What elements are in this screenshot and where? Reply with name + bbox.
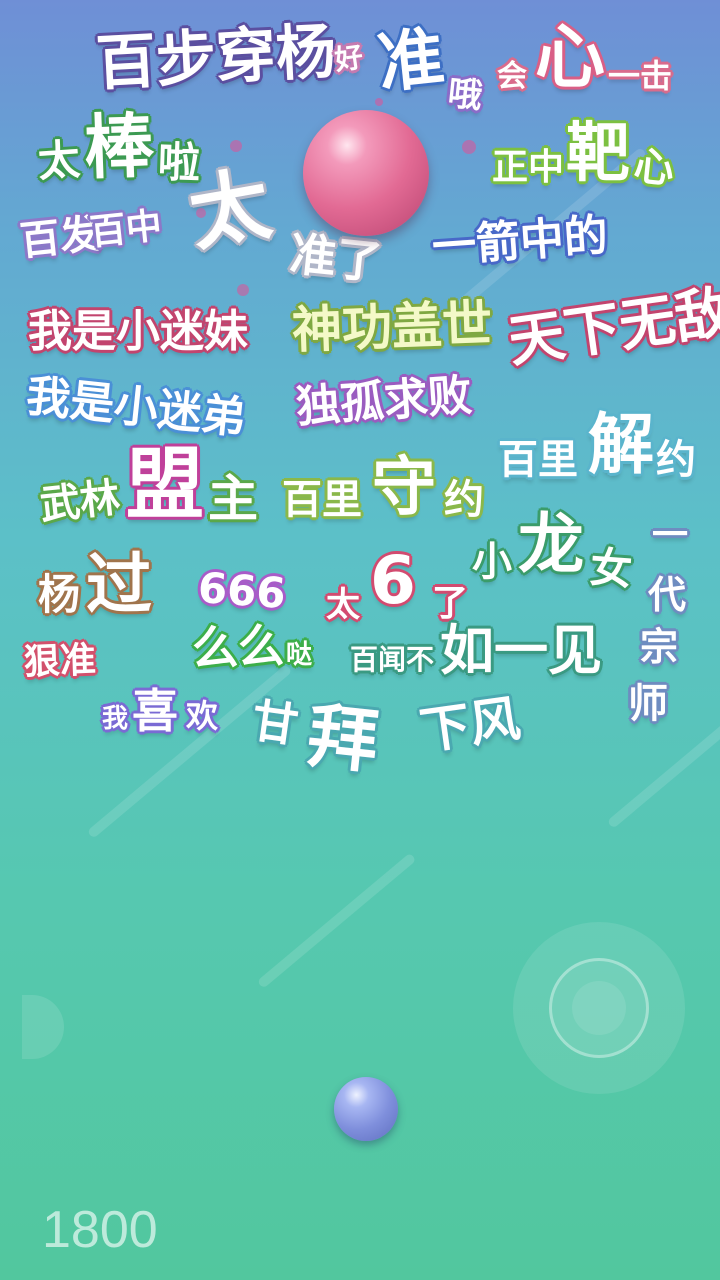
floating-word: 独孤求败 — [294, 369, 474, 434]
floating-word: 代 — [648, 573, 687, 617]
floating-word: 666 — [196, 563, 288, 618]
shooter-ball[interactable] — [334, 1077, 398, 1141]
floating-word: 武林 — [37, 474, 123, 530]
target-ball — [303, 110, 429, 236]
floating-word: 解 — [588, 406, 654, 483]
floating-word: 正中 — [492, 147, 565, 188]
floating-word: 么么 — [191, 618, 285, 676]
floating-word: 我 — [102, 704, 129, 734]
floating-word: 我是小迷妹 — [28, 306, 248, 357]
sparkle-dot — [196, 208, 206, 218]
sparkle-dot — [375, 98, 383, 106]
floating-word: 龙 — [518, 506, 584, 583]
floating-word: 百里 — [498, 437, 578, 483]
floating-word: 心 — [631, 143, 677, 193]
joystick-knob[interactable] — [572, 981, 626, 1035]
floating-word: 准 — [374, 18, 448, 103]
floating-word: 一 — [652, 515, 689, 556]
floating-word: 守 — [372, 451, 436, 525]
floating-word: 百里 — [282, 477, 362, 523]
floating-word: 约 — [444, 477, 484, 523]
floating-word: 如一见 — [440, 619, 602, 682]
floating-word: 杨 — [38, 570, 81, 619]
floating-word: 喜 — [132, 684, 178, 738]
floating-word: 师 — [628, 681, 668, 727]
half-circle-decoration — [22, 995, 64, 1059]
floating-word: 甘 — [248, 693, 302, 753]
floating-word: 宗 — [640, 625, 679, 669]
floating-word: 棒 — [82, 104, 156, 190]
floating-word: 好 — [332, 40, 366, 77]
floating-word: 一箭中的 — [430, 209, 610, 274]
floating-word: 哒 — [286, 640, 313, 670]
floating-word: 下风 — [416, 689, 524, 761]
floating-word: 准了 — [287, 226, 385, 290]
floating-word: 欢 — [186, 697, 219, 735]
floating-word: 过 — [86, 546, 152, 623]
floating-word: 6 — [370, 542, 416, 619]
background-streak — [256, 852, 417, 989]
floating-word: 主 — [208, 470, 258, 528]
floating-word: 太 — [36, 134, 82, 187]
floating-word: 会 — [497, 59, 527, 94]
floating-word: 靶 — [566, 117, 630, 191]
sparkle-dot — [462, 140, 476, 154]
floating-word: 太 — [326, 585, 360, 625]
floating-word: 狠准 — [23, 639, 97, 684]
sparkle-dot — [237, 284, 249, 296]
floating-word: 盟 — [126, 440, 205, 530]
floating-word: 心 — [535, 16, 605, 98]
floating-word: 神功盖世 — [291, 294, 493, 360]
score-display: 1800 — [42, 1201, 158, 1259]
background-streak — [86, 664, 293, 839]
floating-word: 百步穿杨 — [94, 16, 338, 100]
floating-word: 百闻不 — [350, 643, 435, 676]
floating-word: 百中 — [88, 205, 164, 254]
floating-word: 天下无敌 — [504, 279, 720, 376]
aim-joystick[interactable] — [513, 922, 685, 1094]
floating-word: 小 — [472, 539, 512, 585]
background-streak — [606, 718, 720, 829]
floating-word: 了 — [432, 583, 469, 624]
floating-word: 我是小迷弟 — [23, 370, 249, 445]
floating-word: 哦 — [446, 73, 484, 117]
floating-word: 约 — [656, 437, 696, 483]
sparkle-dot — [230, 140, 242, 152]
floating-word: 女 — [588, 542, 634, 595]
floating-word: 拜 — [303, 694, 383, 784]
floating-word: 一击 — [608, 57, 673, 95]
joystick-ring[interactable] — [549, 958, 649, 1058]
